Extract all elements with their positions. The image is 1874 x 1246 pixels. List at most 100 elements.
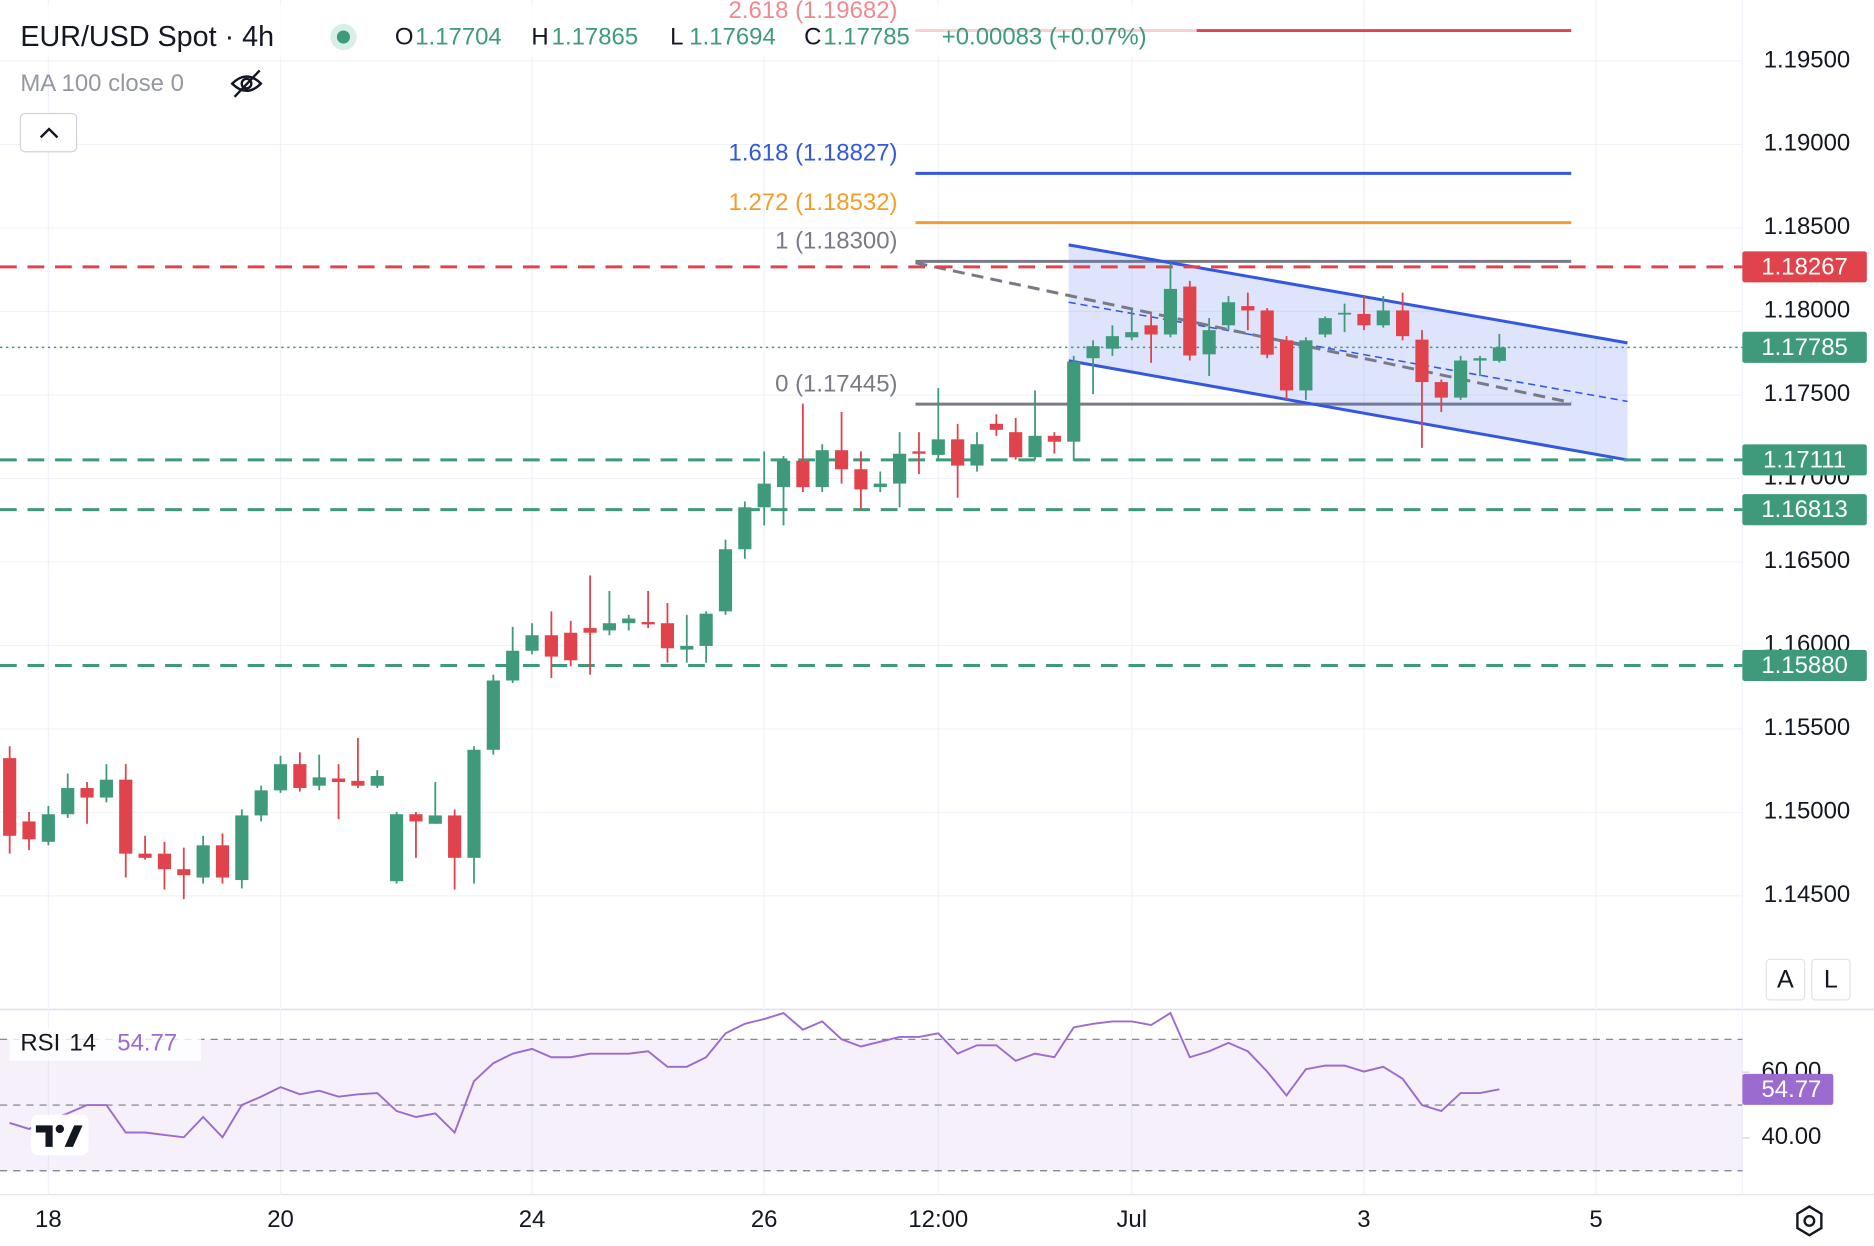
channel-mid [1068,301,1628,403]
y-tick-label: 1.15000 [1764,798,1850,825]
rsi-header-bg [9,1027,202,1061]
level-box [1742,444,1867,476]
candle-body [1202,330,1216,355]
candle-body [1241,306,1255,311]
level-box [1742,494,1867,526]
change: +0.00083 (+0.07%) [942,24,1147,51]
y-tick-label: 1.16500 [1764,547,1850,574]
y-tick-label: 1.14500 [1764,881,1850,908]
channel-bottom [1068,359,1628,462]
candle-body [622,618,636,624]
candle-body [370,776,384,786]
candle-body [1144,325,1158,335]
candle-body [776,460,791,488]
ohlc-key: O [395,24,414,51]
channel-fill [1068,244,1628,460]
candle-body [1376,310,1390,326]
rsi-value: 54.77 [117,1029,177,1056]
hide-icon[interactable] [230,69,263,98]
candle-body [22,821,36,840]
last-price-box [1742,331,1867,363]
candle-body [699,613,713,646]
candle-body [312,777,326,786]
candle-body [873,483,887,488]
y-tick-label: 1.17500 [1764,380,1850,407]
x-tick-label: 24 [519,1206,546,1233]
ohlc-value: 1.17694 [689,24,775,51]
candle-body [331,778,346,783]
candle-body [119,779,133,854]
collapse-button[interactable] [19,112,78,153]
candle-body [351,780,365,786]
candle-body [1125,332,1139,338]
candle-body [951,439,965,466]
x-tick-label: 18 [35,1206,62,1233]
candle-body [1009,432,1023,458]
candle-body [1396,310,1410,337]
candle-body [486,680,500,750]
candle-body [428,815,442,824]
ohlc-value: 1.17704 [415,24,501,51]
fib-label: 0 (1.17445) [775,370,897,397]
log-scale-button[interactable] [1811,958,1851,1001]
overlay-layer [0,29,1743,667]
candle-body [293,764,307,789]
symbol-title: EUR/USD Spot · 4h [20,21,274,53]
candle-body [390,814,404,882]
candle-body [757,483,771,508]
candle-body [970,444,984,466]
candle-body [1434,382,1448,398]
candle-body [680,645,694,650]
candle-body [138,853,152,858]
header-bg [0,4,1197,58]
log-scale-label: L [1824,965,1838,993]
ohlc-value: 1.17865 [552,24,638,51]
x-tick-label: 5 [1589,1206,1602,1233]
candle-body [893,453,907,484]
y-tick-label: 1.19500 [1764,46,1850,73]
candle-body [254,790,268,816]
candle-body [3,758,17,836]
settings-icon[interactable] [1796,1205,1823,1237]
candle-body [641,622,655,625]
y-tick-label: 1.18000 [1764,297,1850,324]
candle-body [1260,310,1274,355]
candle-body [912,451,926,454]
x-tick-label: 20 [267,1206,294,1233]
candle-body [1105,336,1119,349]
data-layer [3,262,1506,1139]
candle-body [1299,340,1313,391]
candle-body [1028,435,1042,458]
level-label: 1.18267 [1761,253,1847,280]
fib-label: 2.618 (1.19682) [729,0,898,24]
x-tick-label: Jul [1116,1206,1147,1233]
candle-body [564,632,578,661]
candle-body [235,815,249,881]
candle-body [602,623,616,631]
candle-body [525,635,539,651]
candle-body [1454,360,1468,398]
level-box [1742,649,1867,681]
candle-body [196,845,210,878]
candle-body [1067,361,1081,442]
candle-body [834,450,849,470]
indicator-label: MA 100 close 0 [20,70,184,97]
candle-body [1357,313,1371,326]
rsi-tick-label: 40.00 [1761,1123,1821,1150]
candle-body [177,869,191,876]
candle-body [215,845,230,878]
candle-body [1221,302,1236,326]
auto-scale-button[interactable] [1765,958,1806,1001]
candle-body [99,779,113,798]
candle-body [80,788,94,798]
candle-body [1318,318,1332,335]
candle-body [583,628,597,633]
y-tick-label: 1.15500 [1764,714,1850,741]
level-label: 1.16813 [1761,496,1847,523]
candle-body [409,814,423,822]
candle-body [544,635,558,657]
rsi-value-box [1742,1073,1834,1105]
